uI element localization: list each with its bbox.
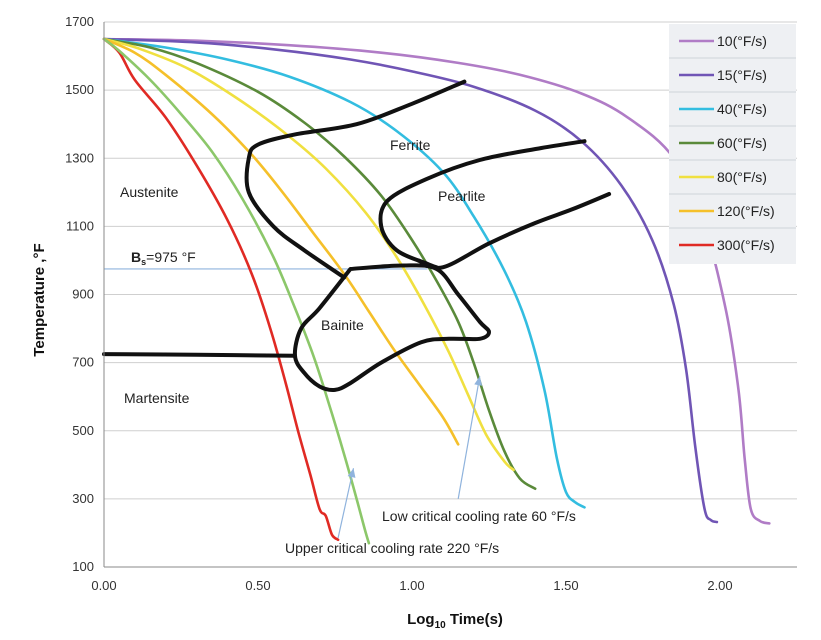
x-tick-label: 1.50: [553, 578, 578, 593]
legend-label-15-f-s: 15(°F/s): [717, 67, 767, 83]
series-line-300-f-s: [102, 37, 340, 542]
transformation-curves: [102, 79, 612, 393]
x-axis-title-sub: 10: [435, 620, 447, 631]
bs-label: Bs=975 °F: [131, 249, 196, 267]
legend-label-120-f-s: 120(°F/s): [717, 203, 775, 219]
legend-label-300-f-s: 300(°F/s): [717, 237, 775, 253]
x-axis-title: Log10 Time(s): [407, 611, 503, 631]
legend-label-40-f-s: 40(°F/s): [717, 101, 767, 117]
legend-label-80-f-s: 80(°F/s): [717, 169, 767, 185]
martensite-label: Martensite: [124, 390, 190, 406]
austenite-label: Austenite: [120, 184, 179, 200]
low-critical-arrow: [457, 376, 481, 499]
legend-label-60-f-s: 60(°F/s): [717, 135, 767, 151]
upper-critical-arrowhead: [347, 468, 356, 478]
series-line-10-f-s: [102, 37, 771, 525]
legend-label-10-f-s: 10(°F/s): [717, 33, 767, 49]
y-tick-label: 700: [72, 355, 94, 370]
y-axis-title: Temperature ,°F: [31, 243, 48, 356]
y-tick-label: 500: [72, 423, 94, 438]
y-tick-label: 1300: [65, 150, 94, 165]
y-tick-label: 1500: [65, 82, 94, 97]
bainite-label: Bainite: [321, 317, 364, 333]
x-axis-title-rest: Time(s): [446, 611, 503, 628]
series-line-120-f-s: [102, 37, 460, 446]
x-tick-label: 2.00: [707, 578, 732, 593]
x-axis-title-main: Log: [407, 611, 435, 628]
series-line-15-f-s: [102, 37, 719, 524]
bs-label-sub: s: [141, 257, 146, 267]
bs-label-suffix: =975 °F: [146, 249, 196, 265]
pearlite-label: Pearlite: [438, 188, 486, 204]
ferrite-label: Ferrite: [390, 137, 431, 153]
martensite-start-curve: [102, 352, 297, 358]
low-critical-arrowhead: [474, 376, 483, 386]
x-tick-label: 1.00: [399, 578, 424, 593]
annotations: Low critical cooling rate 60 °F/s Upper …: [285, 376, 576, 556]
series-line-60-f-s: [102, 37, 537, 490]
series-line-40-f-s: [102, 37, 586, 509]
upper-critical-annotation: Upper critical cooling rate 220 °F/s: [285, 540, 499, 556]
bs-label-prefix: B: [131, 249, 141, 265]
tick-labels: 100 300 500 700 900 1100 1300 1500 1700 0.00 0.50 1…: [65, 14, 733, 593]
pearlite-finish-curve: [416, 192, 612, 270]
x-tick-label: 0.50: [245, 578, 270, 593]
y-tick-label: 300: [72, 491, 94, 506]
y-tick-label: 900: [72, 287, 94, 302]
y-tick-label: 1100: [66, 218, 94, 233]
low-critical-annotation: Low critical cooling rate 60 °F/s: [382, 508, 576, 524]
y-tick-label: 1700: [65, 14, 94, 29]
series-line-upper-critical: [102, 37, 371, 545]
y-tick-label: 100: [72, 559, 94, 574]
legend: 10(°F/s) 15(°F/s) 40(°F/s) 60(°F/s) 80(°F/s)…: [669, 24, 796, 264]
upper-critical-arrow: [337, 468, 355, 539]
x-tick-label: 0.00: [91, 578, 116, 593]
ferrite-start-curve: [244, 79, 467, 280]
axes: [103, 22, 797, 568]
